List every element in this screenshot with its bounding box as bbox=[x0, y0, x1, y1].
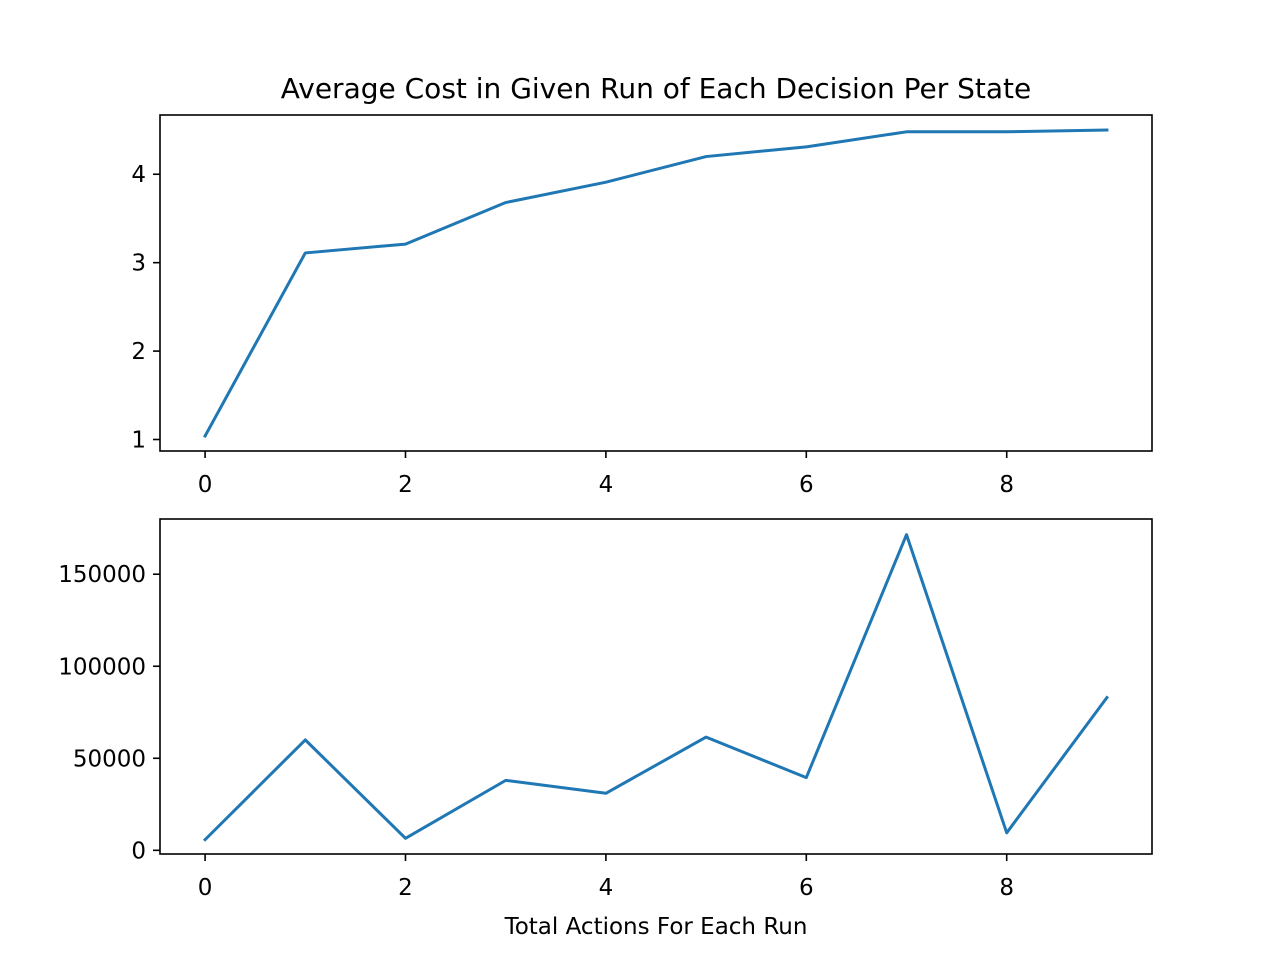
bottom-axes-frame bbox=[159, 518, 1153, 855]
top-y-tick-label: 2 bbox=[131, 339, 146, 365]
bottom-x-tick-label: 2 bbox=[398, 875, 413, 901]
bottom-y-tick-label: 150000 bbox=[58, 562, 146, 588]
top-x-tick-label: 6 bbox=[799, 472, 814, 498]
bottom-x-tick-label: 8 bbox=[999, 875, 1014, 901]
chart-title: Average Cost in Given Run of Each Decisi… bbox=[281, 72, 1032, 105]
bottom-x-axis-label: Total Actions For Each Run bbox=[504, 914, 808, 940]
top-axes-frame bbox=[159, 114, 1153, 452]
top-plot-panel: 0 2 4 6 8 1 2 3 4 bbox=[131, 114, 1153, 498]
bottom-y-tick-label: 50000 bbox=[73, 746, 146, 772]
bottom-series-line bbox=[202, 533, 1110, 842]
bottom-x-tick-label: 6 bbox=[799, 875, 814, 901]
top-x-tick-label: 2 bbox=[398, 472, 413, 498]
top-y-tick-label: 1 bbox=[131, 428, 146, 454]
top-x-tick-label: 0 bbox=[198, 472, 213, 498]
top-y-tick-label: 4 bbox=[131, 162, 146, 188]
bottom-y-tick-label: 100000 bbox=[58, 654, 146, 680]
top-x-tick-label: 4 bbox=[599, 472, 614, 498]
bottom-x-tick-label: 0 bbox=[198, 875, 213, 901]
bottom-plot-panel: 0 2 4 6 8 0 50000 100000 150000 bbox=[58, 518, 1153, 901]
top-series-line bbox=[203, 128, 1109, 439]
top-y-tick-label: 3 bbox=[131, 251, 146, 277]
bottom-y-tick-label: 0 bbox=[131, 838, 146, 864]
bottom-x-tick-label: 4 bbox=[599, 875, 614, 901]
top-x-tick-label: 8 bbox=[999, 472, 1014, 498]
